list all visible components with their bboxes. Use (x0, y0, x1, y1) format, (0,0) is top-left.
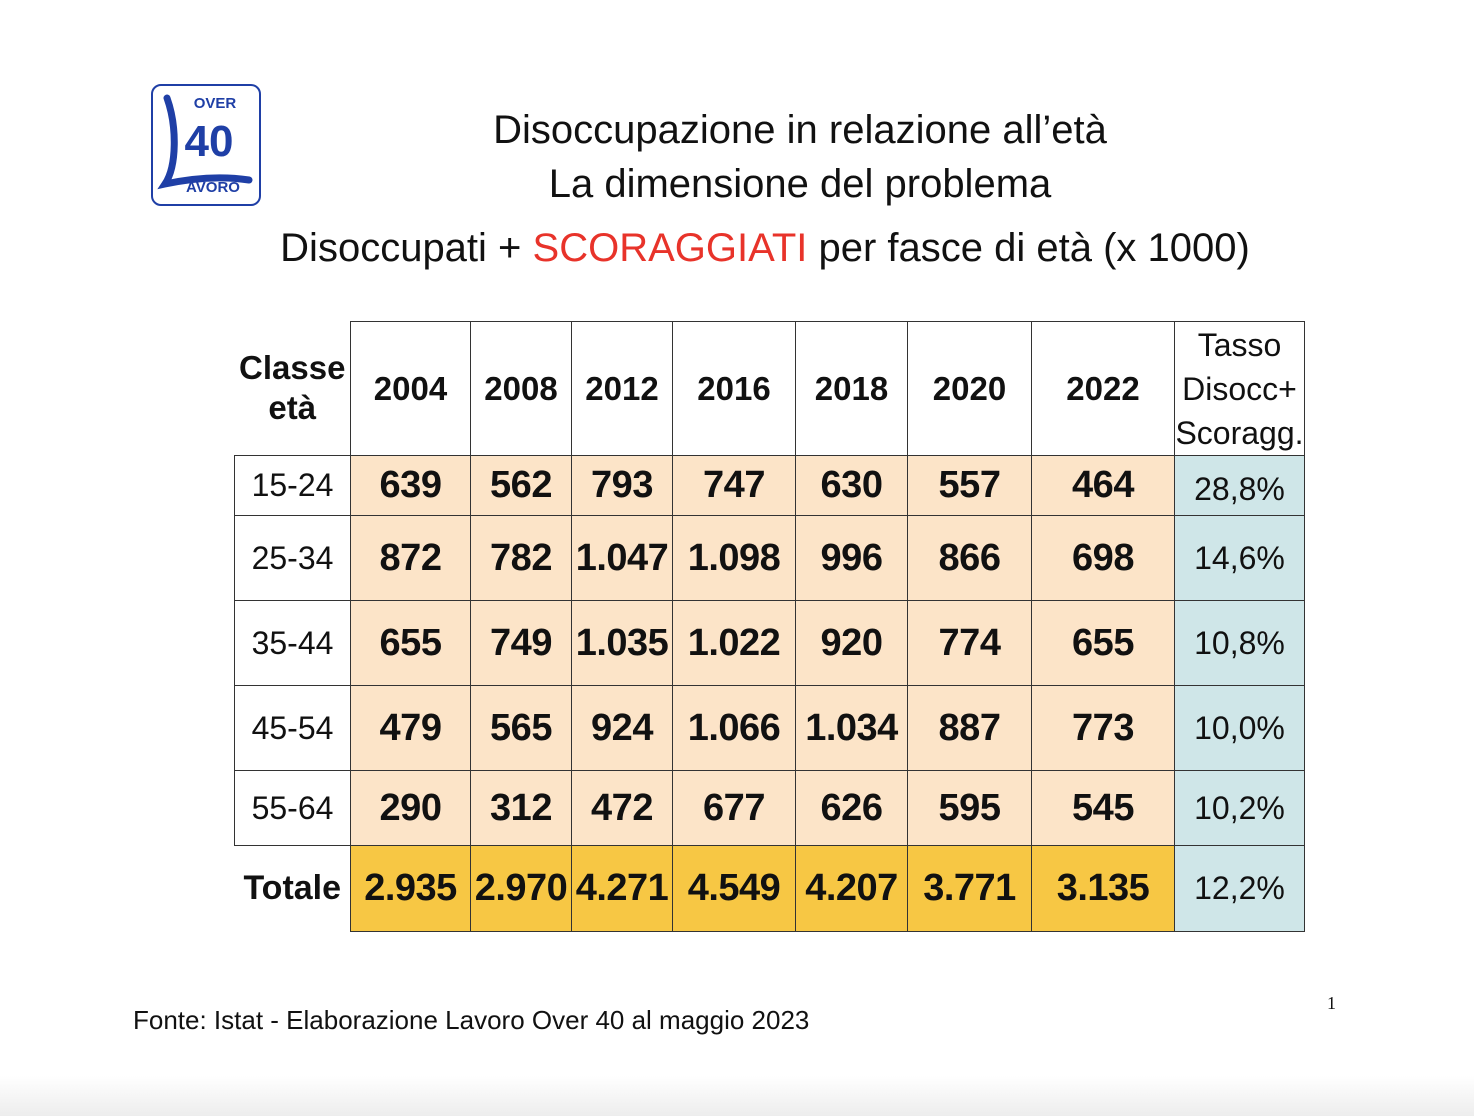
header-year: 2018 (795, 321, 908, 456)
value-cell: 924 (571, 685, 673, 771)
rate-cell: 10,2% (1174, 770, 1305, 846)
total-cell: 3.771 (907, 845, 1032, 932)
value-cell: 1.098 (672, 515, 796, 601)
age-class-cell: 55-64 (234, 770, 351, 846)
value-cell: 747 (672, 455, 796, 516)
svg-text:AVORO: AVORO (186, 179, 240, 196)
header-rate-line-2: Disocc+ (1182, 370, 1297, 407)
value-cell: 1.035 (571, 600, 673, 686)
header-year: 2008 (470, 321, 572, 456)
header-year: 2004 (350, 321, 471, 456)
value-cell: 793 (571, 455, 673, 516)
value-cell: 655 (350, 600, 471, 686)
value-cell: 595 (907, 770, 1032, 846)
subtitle-highlight: SCORAGGIATI (532, 226, 808, 270)
page-number: 1 (1327, 993, 1336, 1013)
table-row: 15-24 639 562 793 747 630 557 464 28,8% (234, 455, 1305, 516)
value-cell: 872 (350, 515, 471, 601)
total-rate-cell: 12,2% (1174, 845, 1305, 932)
value-cell: 562 (470, 455, 572, 516)
subtitle-before: Disoccupati + (280, 226, 533, 270)
header-age-class-line-1: Classe (239, 349, 346, 387)
value-cell: 866 (907, 515, 1032, 601)
value-cell: 545 (1031, 770, 1175, 846)
source-note: Fonte: Istat - Elaborazione Lavoro Over … (133, 1005, 810, 1035)
header-row: Classe età 2004 2008 2012 2016 2018 2020… (235, 321, 1305, 456)
value-cell: 479 (350, 685, 471, 771)
value-cell: 920 (795, 600, 908, 686)
value-cell: 773 (1031, 685, 1175, 771)
table-row: 45-54 479 565 924 1.066 1.034 887 773 10… (234, 685, 1305, 771)
table-row: 35-44 655 749 1.035 1.022 920 774 655 10… (234, 600, 1305, 686)
value-cell: 557 (907, 455, 1032, 516)
value-cell: 1.066 (672, 685, 796, 771)
page-title-line-1: Disoccupazione in relazione all’età (493, 108, 1107, 152)
page-subtitle: Disoccupati + SCORAGGIATI per fasce di e… (160, 226, 1370, 271)
value-cell: 996 (795, 515, 908, 601)
header-rate-line-1: Tasso (1197, 326, 1282, 363)
lavoro-over-40-logo: OVER 40 AVORO (151, 84, 261, 206)
value-cell: 1.022 (672, 600, 796, 686)
value-cell: 464 (1031, 455, 1175, 516)
value-cell: 472 (571, 770, 673, 846)
header-year: 2012 (571, 321, 673, 456)
value-cell: 655 (1031, 600, 1175, 686)
rate-cell: 28,8% (1174, 455, 1305, 516)
rate-cell: 10,0% (1174, 685, 1305, 771)
subtitle-after: per fasce di età (x 1000) (807, 226, 1250, 270)
unemployment-table: Classe età 2004 2008 2012 2016 2018 2020… (234, 321, 1305, 932)
value-cell: 774 (907, 600, 1032, 686)
header-rate-line-3: Scoragg. (1175, 414, 1304, 451)
table-row: 25-34 872 782 1.047 1.098 996 866 698 14… (234, 515, 1305, 601)
value-cell: 1.034 (795, 685, 908, 771)
age-class-cell: 25-34 (234, 515, 351, 601)
header-year: 2016 (672, 321, 796, 456)
value-cell: 782 (470, 515, 572, 601)
svg-text:40: 40 (185, 117, 234, 166)
total-row: Totale 2.935 2.970 4.271 4.549 4.207 3.7… (234, 845, 1305, 932)
total-cell: 4.271 (571, 845, 673, 932)
total-cell: 3.135 (1031, 845, 1175, 932)
rate-cell: 10,8% (1174, 600, 1305, 686)
value-cell: 677 (672, 770, 796, 846)
value-cell: 290 (350, 770, 471, 846)
value-cell: 312 (470, 770, 572, 846)
bottom-shade (0, 1076, 1474, 1116)
value-cell: 630 (795, 455, 908, 516)
header-age-class-line-2: età (268, 389, 317, 427)
value-cell: 639 (350, 455, 471, 516)
value-cell: 565 (470, 685, 572, 771)
age-class-cell: 15-24 (234, 455, 351, 516)
value-cell: 1.047 (571, 515, 673, 601)
age-class-cell: 35-44 (234, 600, 351, 686)
rate-cell: 14,6% (1174, 515, 1305, 601)
value-cell: 749 (470, 600, 572, 686)
total-cell: 4.207 (795, 845, 908, 932)
value-cell: 887 (907, 685, 1032, 771)
value-cell: 698 (1031, 515, 1175, 601)
total-cell: 2.970 (470, 845, 572, 932)
page-title-line-2: La dimensione del problema (548, 162, 1052, 206)
total-cell: 4.549 (672, 845, 796, 932)
table-row: 55-64 290 312 472 677 626 595 545 10,2% (234, 770, 1305, 846)
total-cell: 2.935 (350, 845, 471, 932)
header-rate: Tasso Disocc+ Scoragg. (1174, 321, 1305, 456)
value-cell: 626 (795, 770, 908, 846)
total-label: Totale (234, 845, 351, 932)
header-age-class: Classe età (235, 322, 351, 456)
svg-text:OVER: OVER (194, 95, 237, 112)
age-class-cell: 45-54 (234, 685, 351, 771)
header-year: 2020 (907, 321, 1032, 456)
header-year: 2022 (1031, 321, 1175, 456)
